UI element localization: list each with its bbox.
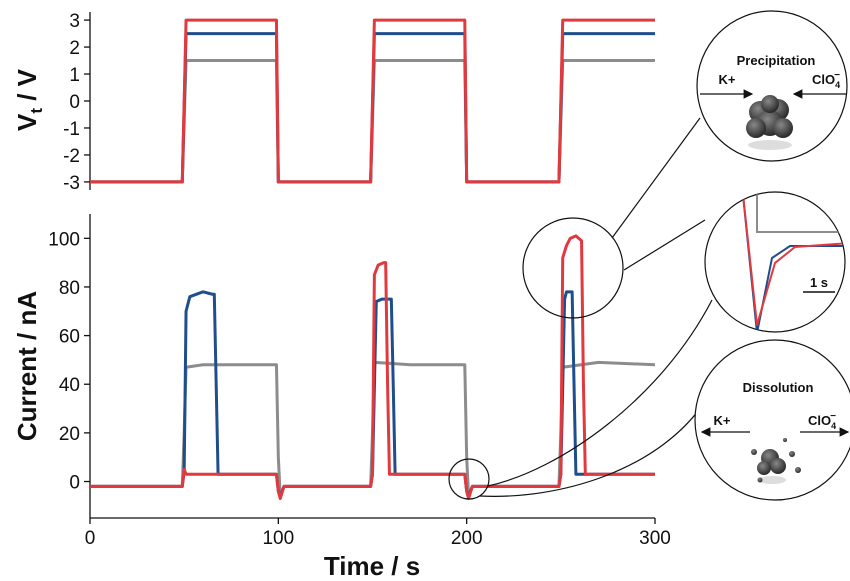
- y-tick-label: 40: [59, 375, 80, 396]
- callout-line: [479, 399, 707, 497]
- shadow: [748, 140, 792, 150]
- data-line: [90, 18, 655, 184]
- ion-sub: 4: [831, 421, 836, 431]
- data-line: [90, 234, 655, 501]
- inset-title: Dissolution: [743, 380, 814, 395]
- y-tick-label: 0: [69, 473, 80, 494]
- inset-circle: [696, 10, 848, 162]
- x-tick-label: 0: [85, 528, 96, 549]
- y-axis-label: Current / nA: [12, 291, 42, 441]
- ion-label: K+: [719, 72, 736, 87]
- y-tick-label: 1: [69, 65, 80, 86]
- x-axis-label: Time / s: [324, 551, 420, 581]
- ion-label: K+: [714, 413, 731, 428]
- callout-line: [623, 219, 706, 271]
- y-tick-label: 100: [48, 229, 80, 250]
- y-label-rest: / V: [12, 68, 42, 108]
- y-tick-label: -2: [63, 146, 80, 167]
- ion-label: ClO4−: [812, 70, 840, 90]
- ion-label: ClO4−: [808, 411, 836, 431]
- callout-circle: [522, 217, 624, 319]
- y-label-sub: t: [27, 108, 46, 114]
- y-tick-label: -3: [63, 173, 80, 194]
- y-tick-label: 0: [69, 92, 80, 113]
- inset-circle: [694, 339, 850, 501]
- scale-label: 1 s: [810, 275, 828, 290]
- y-tick-label: 2: [69, 38, 80, 59]
- inset-title: Precipitation: [737, 53, 816, 68]
- ion-main: ClO: [812, 72, 835, 87]
- callout-line: [611, 117, 701, 239]
- precipitation-inset: Precipitation K+ ClO4−: [696, 10, 848, 162]
- precipitate: [746, 95, 793, 138]
- ion-sup: −: [834, 70, 840, 81]
- x-tick-label: 300: [639, 528, 671, 549]
- y-tick-label: 20: [59, 424, 80, 445]
- y-tick-label: 3: [69, 11, 80, 32]
- y-tick-label: 80: [59, 278, 80, 299]
- shadow: [758, 476, 786, 484]
- dissolving-particle: [751, 438, 801, 483]
- callouts: [448, 117, 713, 500]
- y-tick-label: 60: [59, 327, 80, 348]
- x-tick-label: 200: [451, 528, 483, 549]
- callout-circle: [448, 458, 490, 500]
- ion-main: ClO: [808, 413, 831, 428]
- ion-sup: −: [830, 411, 836, 422]
- y-tick-label: -1: [63, 119, 80, 140]
- ion-sub: 4: [835, 80, 840, 90]
- zoom-inset: 1 s Dissolution K+ ClO4−: [694, 191, 850, 501]
- x-tick-label: 100: [262, 528, 294, 549]
- callout-line: [487, 299, 713, 487]
- zoom-traces: [741, 192, 845, 332]
- y-label-main: V: [12, 113, 42, 131]
- y-axis-label: Vt / V: [12, 68, 46, 131]
